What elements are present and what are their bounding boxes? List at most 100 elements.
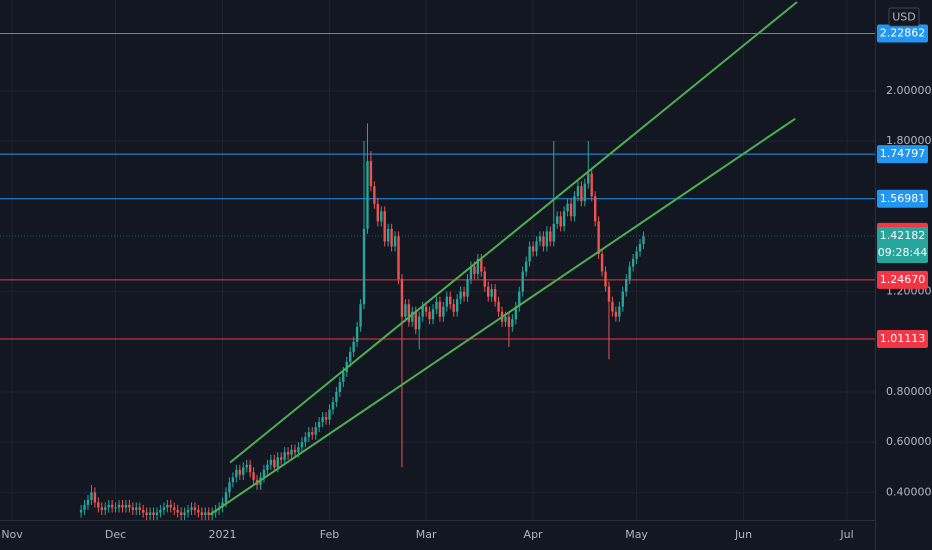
candle-body xyxy=(79,509,83,513)
candle-body xyxy=(383,211,386,242)
candle-body xyxy=(562,211,566,227)
candle-body xyxy=(428,311,431,320)
candle-body xyxy=(131,507,135,510)
candle-body xyxy=(431,309,435,320)
candle-body xyxy=(535,241,538,252)
candle-body xyxy=(166,504,169,508)
candle-body xyxy=(642,236,645,244)
candle-body xyxy=(128,504,131,508)
candle-body xyxy=(342,371,345,382)
candle-body xyxy=(390,228,393,247)
price-label: 1.01113 xyxy=(880,332,926,345)
candle-body xyxy=(107,504,110,508)
candle-body xyxy=(245,464,248,468)
candle-body xyxy=(604,271,607,287)
price-label: 1.56981 xyxy=(880,192,926,205)
candle-body xyxy=(117,504,121,508)
candle-body xyxy=(169,504,172,508)
candle-body xyxy=(300,442,304,448)
candle-body xyxy=(338,381,342,393)
x-tick-label: Jun xyxy=(734,528,752,541)
y-tick-label: 0.60000 xyxy=(886,435,932,448)
candle-body xyxy=(504,316,507,322)
candle-body xyxy=(311,432,314,435)
candle-body xyxy=(545,231,549,247)
currency: USD xyxy=(892,11,916,24)
y-tick-label: 0.80000 xyxy=(886,385,932,398)
currency-box[interactable] xyxy=(888,7,920,27)
candle-body xyxy=(286,452,290,455)
candle-body xyxy=(159,509,162,513)
candle-body xyxy=(487,286,490,297)
axes: Nov Dec 2021 Feb Mar Apr May Jun Jul 0.40000 0.600… xyxy=(1,24,932,541)
candle-body xyxy=(573,196,576,217)
candle-body xyxy=(483,271,486,287)
x-tick-label: Dec xyxy=(105,528,126,541)
candle-body xyxy=(224,492,228,503)
grid xyxy=(0,0,875,520)
candle-body xyxy=(190,507,193,510)
candle-body xyxy=(204,512,207,515)
candle-body xyxy=(518,291,521,307)
candle-body xyxy=(459,291,462,300)
price-label-box xyxy=(877,145,928,164)
candle-body xyxy=(276,457,279,468)
price-label-box xyxy=(877,270,928,289)
candle-body xyxy=(248,464,252,473)
candle-body xyxy=(86,499,90,505)
candle-body xyxy=(100,507,103,510)
candle-body xyxy=(542,236,545,247)
candle-body xyxy=(148,512,152,515)
candle-body xyxy=(83,504,86,510)
candle-body xyxy=(228,482,231,493)
candle-body xyxy=(373,186,376,204)
candle-body xyxy=(314,427,317,435)
candle-body xyxy=(121,504,124,508)
candle-body xyxy=(442,306,445,317)
candle-body xyxy=(421,306,424,317)
candle-body xyxy=(193,507,197,510)
candle-body xyxy=(618,306,621,317)
candle-body xyxy=(455,299,459,312)
price-label-box xyxy=(877,189,928,208)
candle-body xyxy=(593,196,597,222)
candle-body xyxy=(590,173,593,197)
candle-body xyxy=(524,261,528,272)
x-tick-label: Jul xyxy=(839,528,853,541)
candle-body xyxy=(183,512,186,515)
candle-body xyxy=(179,512,183,515)
candle-body xyxy=(611,301,614,312)
price-label: 1.24670 xyxy=(880,273,926,286)
candle-body xyxy=(424,306,428,312)
candle-body xyxy=(200,512,204,515)
candle-body xyxy=(376,203,380,222)
candle-body xyxy=(317,422,321,428)
x-tick-label: Feb xyxy=(320,528,339,541)
x-tick-label: Nov xyxy=(1,528,23,541)
candle-body xyxy=(97,502,100,508)
candle-body xyxy=(362,228,366,305)
candle-body xyxy=(621,291,624,307)
candle-body xyxy=(349,351,352,362)
candle-body xyxy=(155,512,159,515)
y-tick-label: 1.80000 xyxy=(886,134,932,147)
price-label: 1.42182 xyxy=(880,229,926,242)
candle-body xyxy=(476,258,480,275)
candle-body xyxy=(273,459,276,468)
y-tick-label: 0.40000 xyxy=(886,485,932,498)
candle-body xyxy=(600,253,604,272)
x-tick-label: Mar xyxy=(416,528,437,541)
candle-body xyxy=(583,183,587,202)
candle-body xyxy=(393,236,397,247)
candle-body xyxy=(304,437,307,443)
trend-line xyxy=(209,117,796,516)
candle-body xyxy=(438,301,442,317)
candle-body xyxy=(521,271,524,292)
candle-body xyxy=(449,296,452,305)
y-tick-label: 2.00000 xyxy=(886,84,932,97)
trend-line xyxy=(229,1,798,464)
candle-body xyxy=(638,243,642,252)
candle-body xyxy=(231,477,235,483)
candle-body xyxy=(152,512,155,515)
